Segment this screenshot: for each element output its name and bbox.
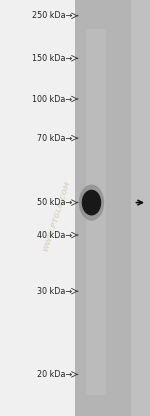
Ellipse shape [82,190,101,215]
Ellipse shape [79,185,104,220]
Text: 100 kDa→: 100 kDa→ [32,94,72,104]
Bar [130,0,150,416]
Text: 150 kDa→: 150 kDa→ [32,54,72,63]
Text: 20 kDa→: 20 kDa→ [37,370,72,379]
Text: 30 kDa→: 30 kDa→ [37,287,72,296]
Bar [86,29,106,395]
Bar [75,0,130,416]
Text: 50 kDa→: 50 kDa→ [37,198,72,207]
Text: WWW.PTGLB.COM: WWW.PTGLB.COM [43,180,71,253]
Text: 250 kDa→: 250 kDa→ [32,11,72,20]
Text: 40 kDa→: 40 kDa→ [37,230,72,240]
Text: 70 kDa→: 70 kDa→ [37,134,72,143]
Bar [0,0,75,416]
